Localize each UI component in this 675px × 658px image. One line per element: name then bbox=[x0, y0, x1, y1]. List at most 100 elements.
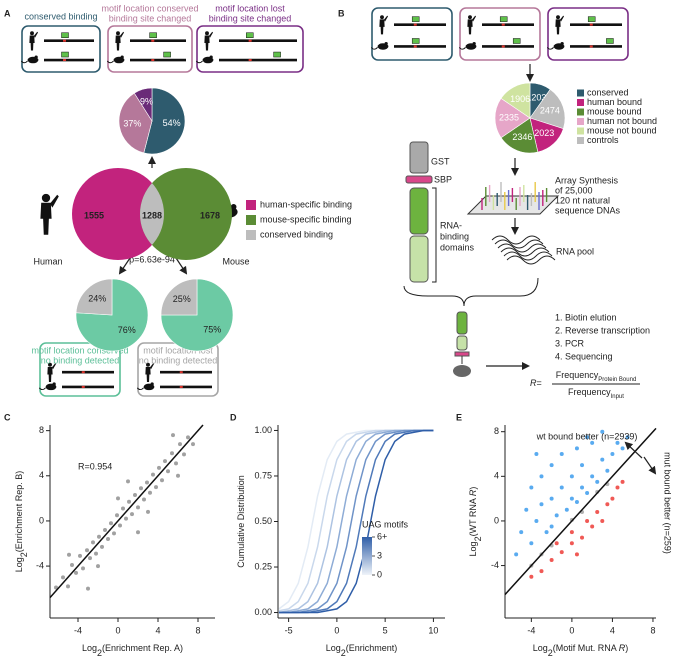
motif-site bbox=[61, 51, 69, 58]
point bbox=[126, 479, 130, 484]
point bbox=[78, 553, 82, 558]
legend-label: conserved bbox=[587, 87, 629, 97]
slice-label: 1203 bbox=[526, 92, 546, 102]
point bbox=[600, 518, 605, 523]
point bbox=[67, 552, 71, 557]
point bbox=[85, 548, 89, 553]
gst-domain bbox=[409, 141, 429, 174]
box-label: motif location conserved bbox=[101, 3, 198, 13]
rna-strand bbox=[503, 251, 553, 261]
point bbox=[109, 521, 113, 526]
arm bbox=[33, 31, 38, 38]
x-tick-label: -4 bbox=[527, 625, 535, 635]
pie-slice bbox=[160, 278, 234, 352]
point bbox=[160, 478, 164, 483]
mouse-icon bbox=[546, 41, 565, 50]
legend-swatch bbox=[577, 108, 584, 116]
venn-count: 1288 bbox=[142, 210, 162, 220]
colorbar-label: 0 bbox=[377, 569, 382, 579]
arm bbox=[119, 31, 124, 38]
arm bbox=[51, 363, 56, 370]
legend-label: mouse not bound bbox=[587, 125, 657, 135]
point bbox=[127, 499, 131, 504]
point bbox=[595, 479, 600, 484]
arm bbox=[471, 15, 476, 22]
annotation: wt bound better (n=2939) bbox=[536, 431, 638, 441]
species-label: Mouse bbox=[222, 256, 249, 266]
panel-label: B bbox=[338, 8, 345, 18]
brace bbox=[403, 277, 539, 307]
array-label: sequence DNAs bbox=[555, 205, 621, 215]
point bbox=[549, 557, 554, 562]
axis-label-part: (Enrichment Rep. A) bbox=[102, 643, 183, 653]
point bbox=[590, 440, 595, 445]
head bbox=[116, 31, 120, 36]
box-label: binding site changed bbox=[109, 13, 192, 23]
motif-site bbox=[149, 32, 157, 38]
axis-label: Log2(Motif Mut. RNA R) bbox=[533, 643, 629, 658]
box-label: conserved binding bbox=[24, 11, 97, 21]
point bbox=[529, 574, 534, 579]
motif-location bbox=[501, 23, 505, 26]
construct-label: domains bbox=[440, 242, 475, 252]
scenario-box bbox=[39, 342, 121, 397]
mouse-icon bbox=[38, 382, 57, 391]
motif-location bbox=[179, 371, 183, 374]
x-tick-label: 0 bbox=[569, 625, 574, 635]
scenario-box bbox=[21, 25, 101, 73]
arrow bbox=[624, 441, 643, 459]
slice-label: 24% bbox=[88, 294, 106, 304]
point bbox=[620, 446, 625, 451]
head bbox=[30, 31, 34, 36]
ear bbox=[384, 41, 388, 46]
scenario-box bbox=[371, 7, 453, 61]
body bbox=[467, 19, 473, 35]
point bbox=[519, 530, 524, 535]
tail bbox=[38, 387, 46, 391]
point bbox=[580, 463, 585, 468]
motif-site bbox=[61, 32, 69, 38]
body bbox=[29, 35, 35, 51]
panel-label: D bbox=[230, 412, 237, 422]
rna-strand bbox=[506, 255, 556, 265]
point bbox=[605, 502, 610, 507]
motif-location bbox=[248, 39, 252, 42]
motif-location bbox=[501, 45, 505, 48]
point bbox=[605, 468, 610, 473]
legend-swatch bbox=[577, 99, 584, 106]
slice-label: 2335 bbox=[499, 112, 519, 122]
step: 3. PCR bbox=[555, 338, 585, 348]
box-label: motif location lost bbox=[215, 3, 285, 13]
motif-location bbox=[63, 39, 66, 42]
tail bbox=[20, 60, 28, 64]
point bbox=[163, 459, 167, 464]
rbd-1 bbox=[456, 311, 468, 335]
axis-label-part: (Motif Mut. RNA bbox=[553, 643, 619, 653]
arm bbox=[208, 31, 213, 38]
arm bbox=[383, 15, 388, 22]
point bbox=[157, 465, 161, 470]
point bbox=[539, 569, 544, 574]
y-tick-label: 1.00 bbox=[254, 425, 272, 435]
motif-site bbox=[246, 32, 254, 38]
motif-site bbox=[411, 38, 420, 44]
axis-label-part: Log bbox=[468, 541, 478, 556]
scenario-box bbox=[459, 7, 541, 61]
point bbox=[124, 516, 128, 521]
motif-location bbox=[151, 59, 155, 62]
motif-site bbox=[411, 16, 420, 22]
y-tick-label: 8 bbox=[494, 426, 499, 436]
legend-swatch bbox=[577, 89, 584, 97]
pie-slice bbox=[143, 87, 186, 155]
head bbox=[556, 15, 560, 20]
point bbox=[554, 513, 559, 518]
construct-label: SBP bbox=[434, 174, 452, 184]
mouse-icon bbox=[136, 382, 155, 391]
panel-label: E bbox=[456, 412, 462, 422]
sbp-tag bbox=[454, 351, 470, 357]
x-tick-label: 8 bbox=[195, 625, 200, 635]
ear bbox=[230, 204, 237, 210]
arrow bbox=[118, 257, 131, 275]
y-tick-label: 0.00 bbox=[254, 607, 272, 617]
point bbox=[171, 433, 175, 438]
